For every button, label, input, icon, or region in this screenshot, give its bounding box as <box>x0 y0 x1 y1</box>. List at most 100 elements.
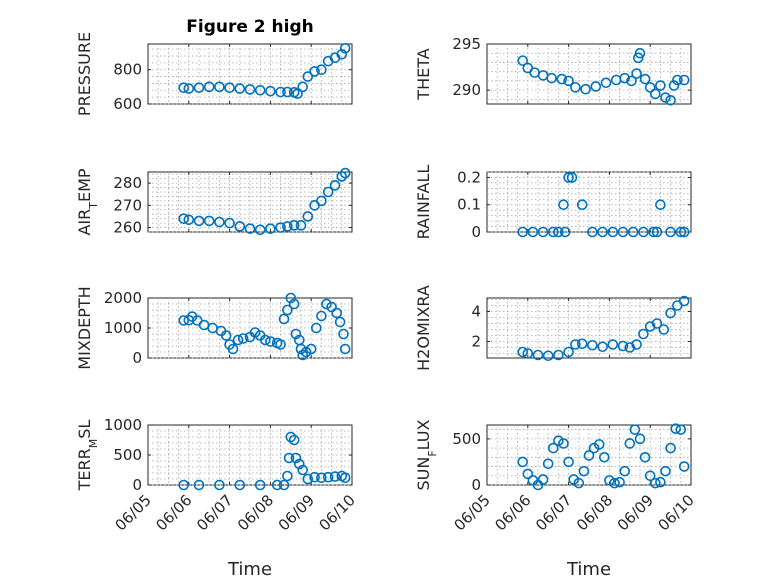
data-point <box>665 442 676 454</box>
data-point <box>339 472 351 484</box>
x-axis-label: Time <box>227 559 272 580</box>
data-point <box>639 452 651 463</box>
data-point <box>638 226 649 238</box>
data-point <box>302 211 314 222</box>
x-tick-label: 06/05 <box>451 491 494 534</box>
data-point <box>537 226 549 238</box>
data-point <box>288 220 300 231</box>
data-point <box>517 55 529 66</box>
data-point <box>297 349 309 361</box>
subplot-pressure: 600 800 PRESSURE Figure 2 high <box>75 17 353 116</box>
data-point <box>326 301 337 313</box>
y-tick-label: 0 <box>471 223 481 241</box>
data-point <box>183 83 195 94</box>
data-point <box>302 71 314 82</box>
data-point <box>634 433 646 445</box>
data-point <box>339 42 351 54</box>
x-tick-label: 06/08 <box>573 491 616 534</box>
data-point <box>634 47 646 59</box>
data-point <box>329 180 341 191</box>
subplot-rainfall: 0 0.1 0.2 RAINFALL <box>414 165 692 241</box>
y-tick-label: 800 <box>113 61 142 79</box>
data-point <box>282 221 293 232</box>
data-point <box>619 72 631 84</box>
data-point <box>563 172 574 183</box>
data-point <box>527 226 539 238</box>
data-point <box>624 438 636 449</box>
data-point <box>619 465 631 477</box>
data-point <box>310 322 322 334</box>
data-point <box>598 452 610 463</box>
data-point <box>309 471 320 483</box>
data-point <box>293 458 305 470</box>
data-point <box>338 328 349 340</box>
data-point <box>334 316 346 328</box>
data-point <box>648 226 659 238</box>
data-series <box>178 292 351 361</box>
data-point <box>322 186 334 198</box>
data-point <box>638 328 649 340</box>
data-point <box>587 226 598 238</box>
axes-frame <box>486 424 692 486</box>
data-series <box>178 431 351 491</box>
data-point <box>234 83 246 94</box>
data-point <box>517 346 529 358</box>
data-point <box>339 343 351 355</box>
data-point <box>626 75 637 87</box>
data-point <box>573 477 585 489</box>
data-point <box>234 221 246 232</box>
data-point <box>675 226 687 238</box>
data-point <box>203 81 215 93</box>
data-point <box>265 85 276 97</box>
axes-frame <box>147 297 353 359</box>
data-point <box>309 66 320 77</box>
y-tick-label: 1000 <box>104 319 142 337</box>
data-point <box>300 346 312 358</box>
data-point <box>244 84 256 95</box>
x-tick-label: 06/07 <box>193 491 236 534</box>
data-point <box>278 479 290 491</box>
data-point <box>655 199 666 211</box>
data-point <box>522 468 534 480</box>
data-point <box>651 318 663 329</box>
data-point <box>254 84 266 96</box>
data-point <box>631 339 642 350</box>
data-series <box>517 423 690 491</box>
data-point <box>178 213 189 224</box>
x-tick-label: 06/06 <box>152 491 195 534</box>
data-point <box>678 295 690 307</box>
data-point <box>542 458 554 470</box>
data-point <box>624 342 636 353</box>
data-point <box>631 68 642 79</box>
data-point <box>644 82 656 93</box>
y-tick-label: 260 <box>113 219 142 237</box>
data-point <box>278 313 290 325</box>
data-point <box>558 199 569 211</box>
data-point <box>559 226 571 238</box>
data-point <box>644 470 656 482</box>
y-tick-label: 4 <box>471 303 481 321</box>
data-series <box>178 42 351 100</box>
data-point <box>220 330 232 341</box>
data-point <box>563 75 574 87</box>
data-point <box>339 167 351 179</box>
data-series <box>517 47 690 106</box>
data-point <box>546 72 557 84</box>
y-axis-label: H2OMIXRA <box>414 285 433 371</box>
data-point <box>178 315 189 326</box>
y-axis-label: TERRMSL <box>75 420 100 492</box>
data-point <box>336 171 348 182</box>
data-point <box>316 472 327 484</box>
x-tick-label: 06/07 <box>532 491 575 534</box>
data-point <box>297 464 309 476</box>
y-tick-label: 0 <box>471 476 481 494</box>
data-point <box>183 214 195 226</box>
data-point <box>316 310 327 322</box>
data-point <box>578 465 590 477</box>
subplot-mixdepth: 0 1000 2000 MIXDEPTH <box>75 286 353 370</box>
chart-title: Figure 2 high <box>186 17 314 37</box>
y-tick-label: 500 <box>113 446 142 464</box>
y-tick-label: 0 <box>132 349 142 367</box>
data-point <box>290 328 302 340</box>
data-point <box>600 77 612 89</box>
